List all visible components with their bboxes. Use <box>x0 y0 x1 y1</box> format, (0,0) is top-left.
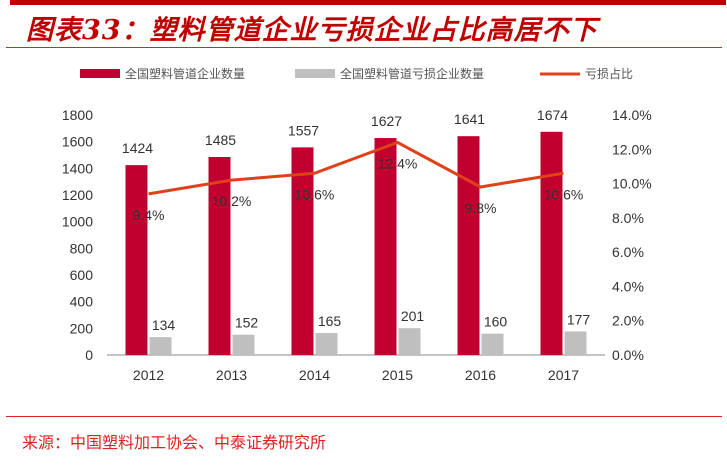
left-tick-label: 600 <box>70 267 94 283</box>
data-label-ratio: 10.6% <box>295 186 335 202</box>
left-tick-label: 1000 <box>62 214 93 230</box>
bar-loss <box>232 334 255 355</box>
x-tick-label: 2013 <box>216 367 247 383</box>
source-note: 来源：中国塑料加工协会、中泰证券研究所 <box>22 433 327 452</box>
data-label-loss: 165 <box>318 313 342 329</box>
data-label-total: 1674 <box>537 107 568 123</box>
data-label-ratio: 10.2% <box>212 193 252 209</box>
right-tick-label: 0.0% <box>612 347 644 363</box>
right-tick-label: 14.0% <box>612 107 652 123</box>
right-tick-label: 10.0% <box>612 176 652 192</box>
data-label-ratio: 12.4% <box>378 155 418 171</box>
left-tick-label: 400 <box>70 294 94 310</box>
data-label-loss: 160 <box>484 314 508 330</box>
title-divider <box>6 47 722 48</box>
bar-loss <box>481 333 504 355</box>
x-tick-label: 2016 <box>465 367 496 383</box>
left-tick-label: 200 <box>70 320 94 336</box>
bar-total <box>208 157 231 355</box>
bar-total <box>374 138 397 355</box>
bar-total <box>125 165 148 355</box>
data-label-ratio: 9.4% <box>133 207 165 223</box>
x-tick-label: 2012 <box>133 367 164 383</box>
bar-total <box>291 147 314 355</box>
data-label-loss: 134 <box>152 317 176 333</box>
left-tick-label: 0 <box>85 347 93 363</box>
source-divider <box>6 416 722 417</box>
right-tick-label: 6.0% <box>612 244 644 260</box>
data-label-ratio: 10.6% <box>544 186 584 202</box>
bar-total <box>540 131 563 355</box>
bar-loss <box>398 328 421 355</box>
data-label-loss: 152 <box>235 315 259 331</box>
data-label-total: 1641 <box>454 111 485 127</box>
data-label-total: 1424 <box>122 140 153 156</box>
data-label-total: 1485 <box>205 132 236 148</box>
left-tick-label: 1200 <box>62 187 93 203</box>
legend-swatch-loss <box>295 69 335 78</box>
bar-total <box>457 136 480 355</box>
bar-loss <box>564 331 587 355</box>
data-label-loss: 177 <box>567 311 591 327</box>
left-tick-label: 1400 <box>62 160 93 176</box>
x-tick-label: 2014 <box>299 367 330 383</box>
bar-loss <box>315 333 338 355</box>
data-label-ratio: 9.8% <box>465 200 497 216</box>
data-label-total: 1627 <box>371 113 402 129</box>
ratio-line <box>148 140 564 196</box>
right-tick-label: 4.0% <box>612 278 644 294</box>
x-tick-label: 2015 <box>382 367 413 383</box>
top-bar <box>10 0 726 5</box>
left-tick-label: 1600 <box>62 134 93 150</box>
right-tick-label: 12.0% <box>612 141 652 157</box>
right-tick-label: 8.0% <box>612 210 644 226</box>
legend-swatch-total <box>80 69 120 78</box>
bar-loss <box>149 337 172 355</box>
data-label-total: 1557 <box>288 122 319 138</box>
figure-title: 图表33：塑料管道企业亏损企业占比高居不下 <box>26 15 598 46</box>
data-label-loss: 201 <box>401 308 425 324</box>
x-tick-label: 2017 <box>548 367 579 383</box>
left-tick-label: 800 <box>70 240 94 256</box>
legend-label-loss: 全国塑料管道亏损企业数量 <box>340 66 484 81</box>
right-tick-label: 2.0% <box>612 313 644 329</box>
legend-label-total: 全国塑料管道企业数量 <box>125 66 245 81</box>
left-tick-label: 1800 <box>62 107 93 123</box>
legend-label-ratio: 亏损占比 <box>585 66 633 81</box>
